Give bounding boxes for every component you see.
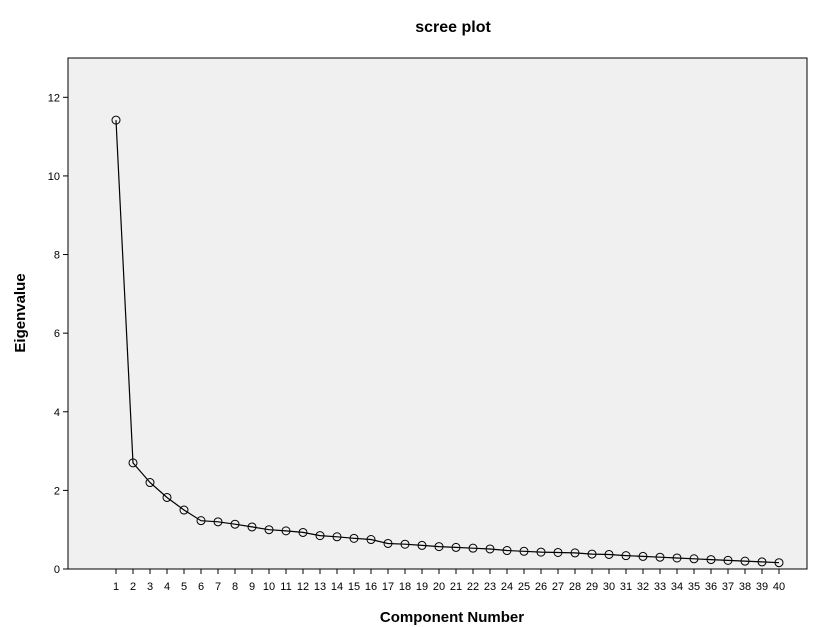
eigenvalue-points [111,115,784,568]
data-point [383,538,393,548]
x-tick-label: 2 [130,581,136,593]
data-point [196,516,206,526]
data-point [281,526,291,536]
data-point [485,544,495,554]
x-tick-label: 16 [365,581,377,593]
data-point [706,555,716,565]
data-point [434,542,444,552]
x-tick-label: 25 [518,581,530,593]
data-point [621,551,631,561]
data-point [332,532,342,542]
data-point [315,531,325,541]
data-point [536,547,546,557]
data-point [400,539,410,549]
data-point [672,553,682,563]
x-tick-label: 23 [484,581,496,593]
data-point [417,540,427,550]
x-tick-label: 5 [181,581,187,593]
x-tick-label: 30 [603,581,615,593]
data-point [111,115,121,125]
x-tick-label: 36 [705,581,717,593]
data-point [349,533,359,543]
data-point [162,492,172,502]
data-point [740,556,750,566]
y-axis-title: Eigenvalue [12,273,29,352]
x-tick-label: 4 [164,581,170,593]
data-point [655,552,665,562]
x-tick-label: 9 [249,581,255,593]
y-tick-label: 12 [48,92,60,104]
eigenvalue-series-line [115,120,780,564]
data-point [723,555,733,565]
data-point [264,525,274,535]
data-point [247,522,257,532]
x-tick-label: 34 [671,581,683,593]
data-point [689,554,699,564]
data-point [145,478,155,488]
x-tick-label: 38 [739,581,751,593]
data-point [570,548,580,558]
x-tick-label: 39 [756,581,768,593]
y-tick-label: 6 [54,328,60,340]
data-point [604,549,614,559]
data-point [519,546,529,556]
x-tick-label: 6 [198,581,204,593]
x-tick-label: 13 [314,581,326,593]
data-point [366,535,376,545]
data-point [502,546,512,556]
chart-title: scree plot [415,19,491,36]
x-tick-label: 10 [263,581,275,593]
data-point [128,458,138,468]
x-tick-label: 3 [147,581,153,593]
x-tick-label: 18 [399,581,411,593]
x-axis: 1 2 3 4 5 6 7 8 9 10 11 12 13 14 15 16 17 18 19 20 21 22 23 24 2… [113,569,785,593]
x-tick-label: 7 [215,581,221,593]
x-tick-label: 1 [113,581,119,593]
x-tick-label: 24 [501,581,513,593]
x-tick-label: 26 [535,581,547,593]
y-axis: 0 2 4 6 8 10 12 [48,92,68,576]
x-tick-label: 8 [232,581,238,593]
data-point [179,505,189,515]
x-axis-title: Component Number [380,609,524,626]
data-point [230,519,240,529]
x-tick-label: 32 [637,581,649,593]
y-tick-label: 0 [54,564,60,576]
data-point [757,557,767,567]
x-tick-label: 31 [620,581,632,593]
x-tick-label: 37 [722,581,734,593]
x-tick-label: 11 [280,581,291,593]
y-tick-label: 4 [54,407,60,419]
x-tick-label: 40 [773,581,785,593]
data-point [774,558,784,568]
x-tick-label: 21 [450,581,462,593]
x-tick-label: 19 [416,581,428,593]
data-point [298,527,308,537]
x-tick-label: 28 [569,581,581,593]
x-tick-label: 33 [654,581,666,593]
x-tick-label: 14 [331,581,343,593]
x-tick-label: 15 [348,581,360,593]
x-tick-label: 29 [586,581,598,593]
x-tick-label: 35 [688,581,700,593]
y-tick-label: 2 [54,485,60,497]
x-tick-label: 22 [467,581,479,593]
y-tick-label: 8 [54,250,60,262]
data-point [468,543,478,553]
data-point [553,547,563,557]
data-point [587,549,597,559]
data-point [638,551,648,561]
x-tick-label: 17 [382,581,394,593]
plot-area [67,57,808,570]
x-tick-label: 20 [433,581,445,593]
x-tick-label: 27 [552,581,564,593]
x-tick-label: 12 [297,581,309,593]
data-point [451,542,461,552]
y-tick-label: 10 [48,171,60,183]
data-point [213,517,223,527]
